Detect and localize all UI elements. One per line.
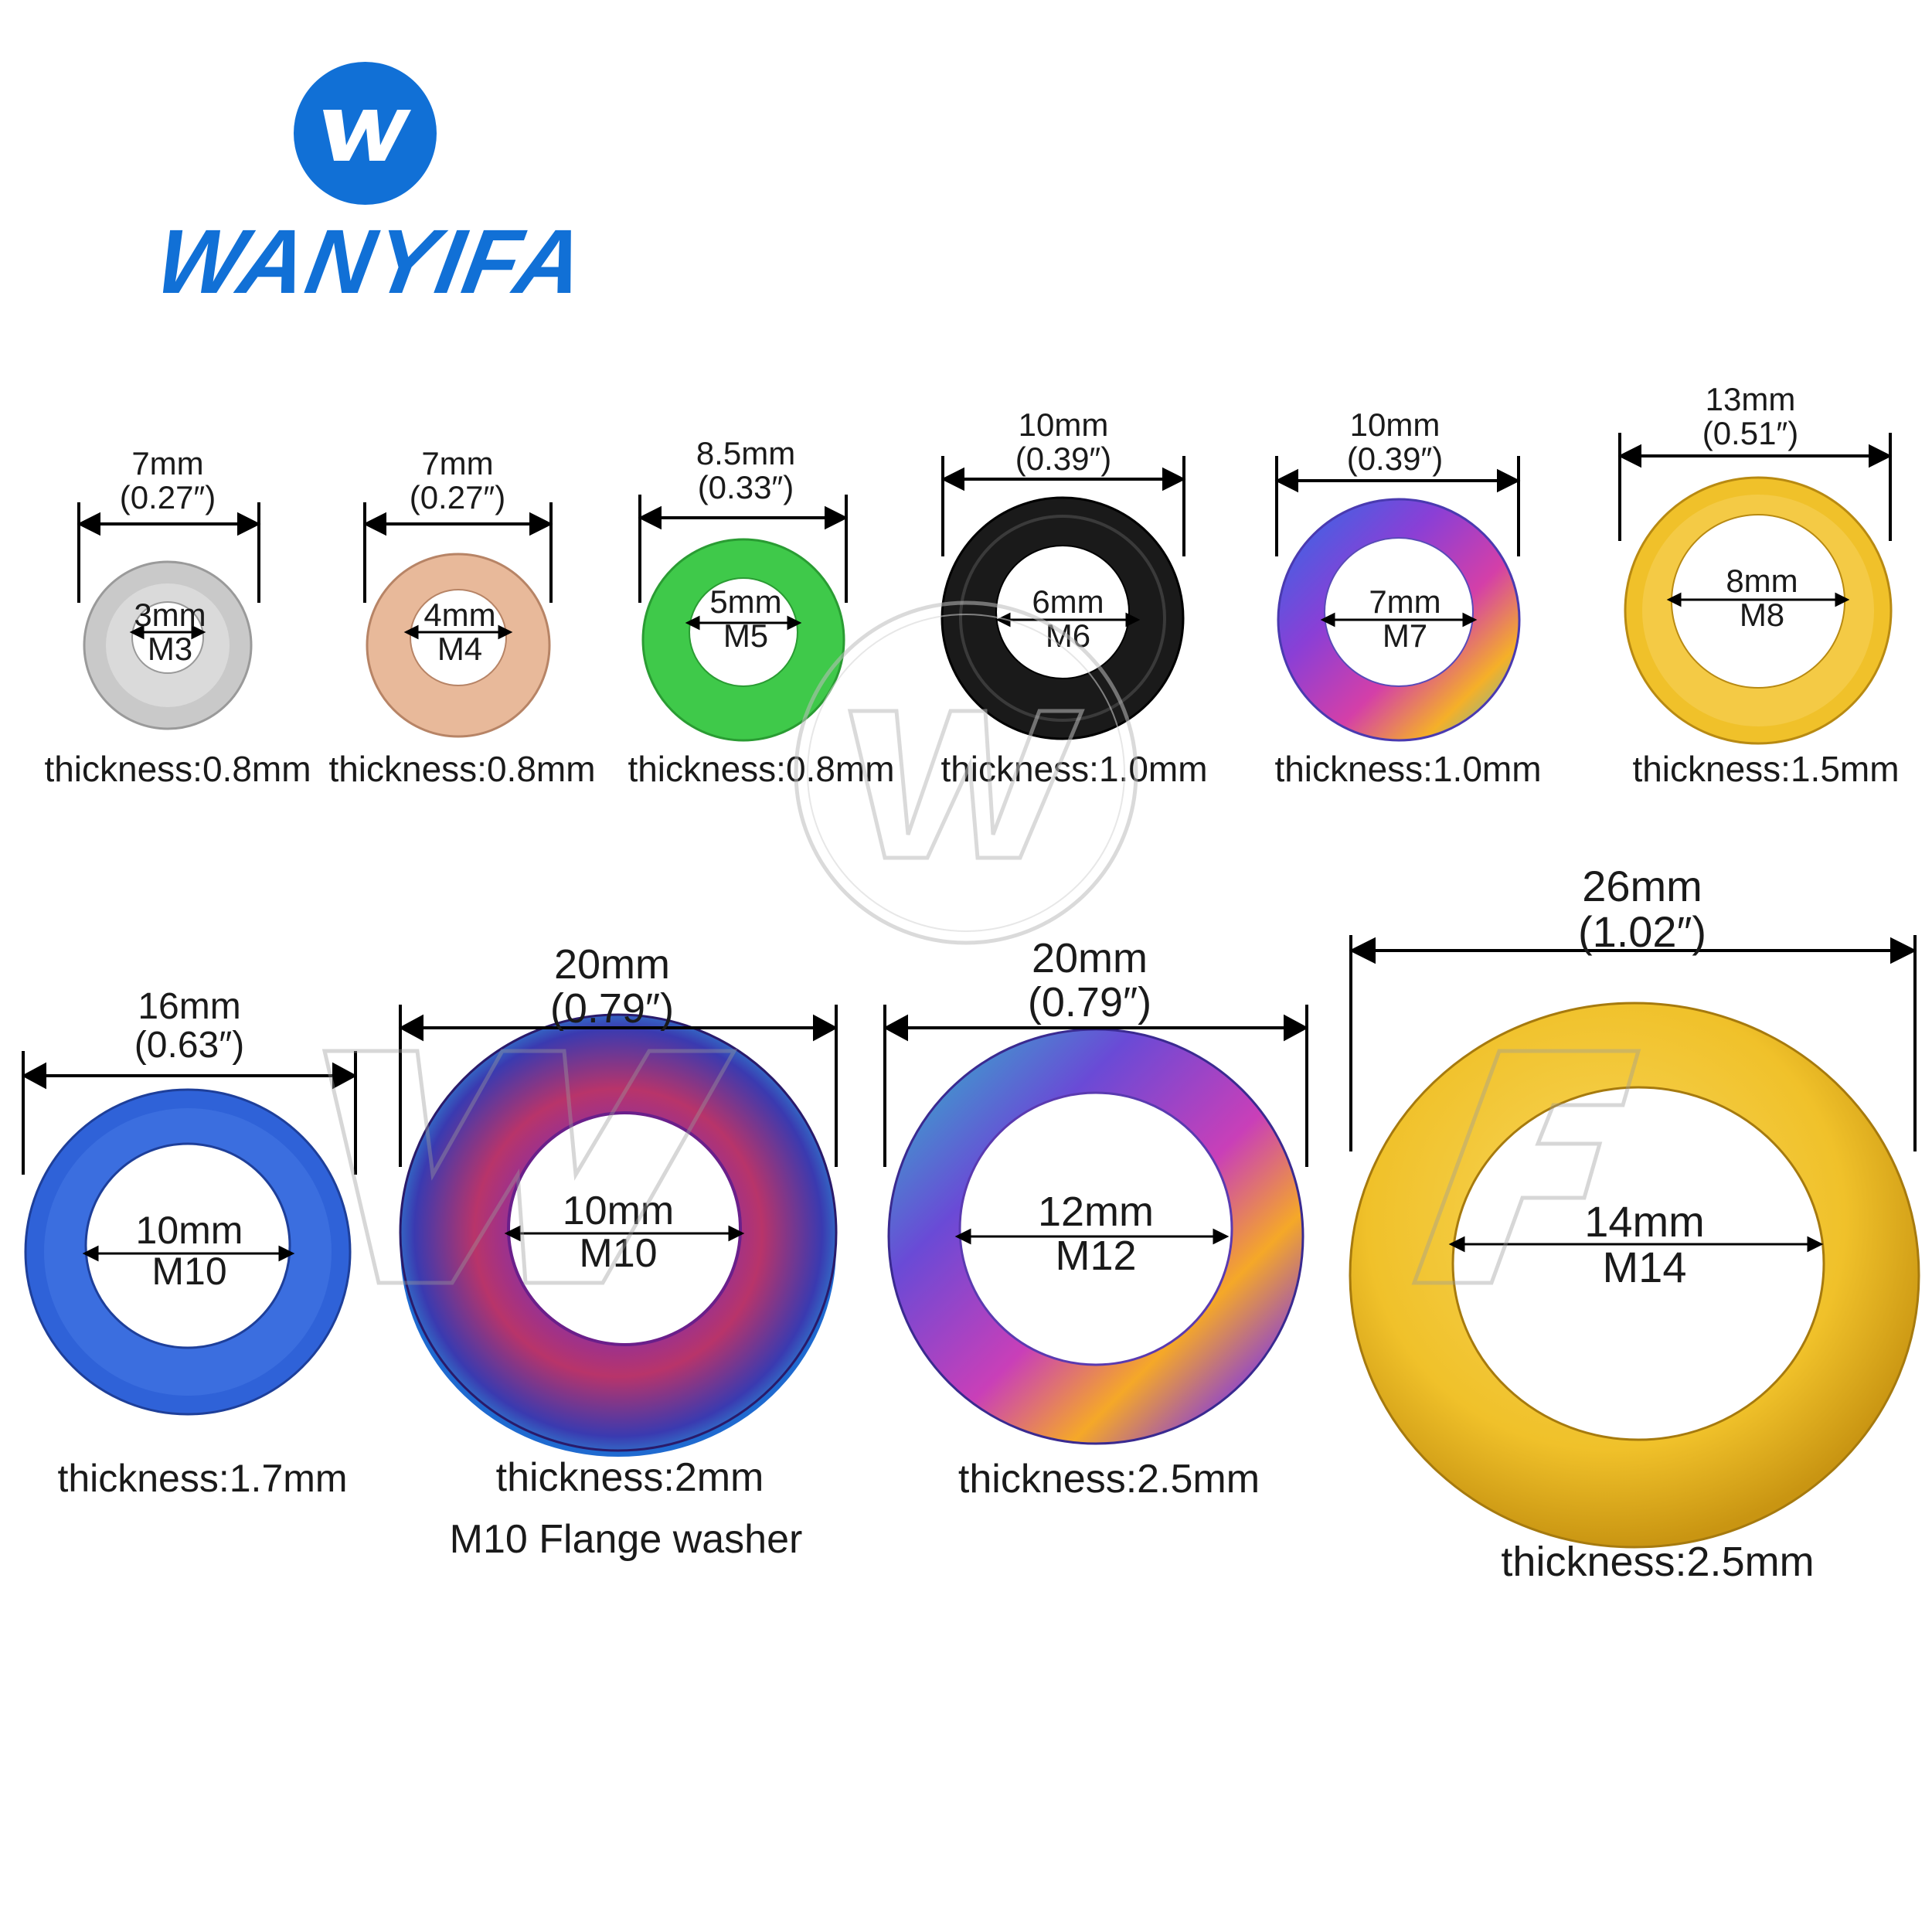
- washer-m3-outer-label: 7mm (0.27″): [119, 445, 216, 516]
- washer-m10-flange-outer-dim: [398, 1005, 838, 1167]
- washer-m4: [362, 440, 556, 738]
- washer-m8-ring: [1624, 476, 1893, 745]
- washer-m12-inner-label: 12mm M12: [1037, 1189, 1155, 1279]
- washer-m7-thickness: thickness:1.0mm: [1274, 749, 1542, 789]
- washer-m8-inner-label: 8mm M8: [1726, 563, 1798, 634]
- washer-m10-ring: [24, 1088, 352, 1416]
- washer-m4-ring: [366, 553, 551, 738]
- washer-m10-flange-note: M10 Flange washer: [449, 1517, 803, 1562]
- washer-m14-outer-dim: [1349, 935, 1917, 1151]
- washer-m10-flange-inner-dim: [504, 1225, 745, 1242]
- washer-m10-flange-thickness: thickness:2mm: [495, 1455, 764, 1500]
- washer-m12-thickness: thickness:2.5mm: [957, 1457, 1260, 1502]
- washer-m3-inner-label: 3mm M3: [134, 597, 206, 668]
- washer-m14-inner-dim: [1448, 1236, 1824, 1253]
- washer-m4-thickness: thickness:0.8mm: [328, 749, 596, 789]
- washer-m6-outer-dim: [940, 456, 1186, 556]
- washer-m10-thickness: thickness:1.7mm: [57, 1457, 348, 1500]
- washer-m3-thickness: thickness:0.8mm: [44, 749, 311, 789]
- washer-m6-thickness: thickness:1.0mm: [940, 749, 1208, 789]
- washer-m10-inner-dim: [82, 1245, 295, 1262]
- washer-m6-inner-label: 6mm M6: [1032, 583, 1104, 655]
- logo-badge: [294, 62, 437, 205]
- washer-m14-inner-label: 14mm M14: [1584, 1197, 1705, 1291]
- washer-m10-flange-ring: [399, 1013, 838, 1457]
- brand-logo: WANYIFA: [100, 62, 641, 313]
- washer-m12-inner-dim: [954, 1228, 1230, 1245]
- washer-m10-flange: [394, 974, 842, 1468]
- washer-m4-inner-dim: [403, 624, 513, 640]
- washer-m3: [77, 440, 263, 730]
- washer-m10-flange-outer-label: 20mm (0.79″): [549, 941, 675, 1032]
- washer-m5-inner-label: 5mm M5: [709, 583, 782, 655]
- washer-m8-inner-dim: [1666, 592, 1850, 607]
- washer-m5-thickness: thickness:0.8mm: [628, 749, 895, 789]
- washer-m10-outer-label: 16mm (0.63″): [134, 986, 245, 1066]
- washer-m5-outer-dim: [638, 495, 849, 603]
- logo-w-mark: [323, 110, 411, 161]
- washer-m7-inner-label: 7mm M7: [1369, 583, 1441, 655]
- washer-m4-outer-dim: [362, 502, 553, 603]
- washer-m12-outer-label: 20mm (0.79″): [1027, 935, 1152, 1026]
- washer-m8-outer-label: 13mm (0.51″): [1702, 381, 1799, 452]
- washer-m7-outer-dim: [1274, 456, 1521, 556]
- washer-m3-inner-dim: [129, 624, 206, 640]
- washer-m6-outer-label: 10mm (0.39″): [1015, 406, 1112, 478]
- washer-m5-inner-dim: [685, 615, 802, 631]
- washer-m5-outer-label: 8.5mm (0.33″): [696, 435, 796, 506]
- washer-m5-ring: [641, 538, 845, 742]
- washer-m8-thickness: thickness:1.5mm: [1632, 749, 1900, 789]
- washer-m14-thickness: thickness:2.5mm: [1501, 1539, 1815, 1585]
- washer-m5: [634, 433, 850, 742]
- washer-m3-outer-dim: [77, 502, 261, 603]
- washer-m12-outer-dim: [883, 1005, 1309, 1167]
- washer-m8: [1615, 402, 1901, 757]
- washer-m10-inner-label: 10mm M10: [135, 1209, 243, 1293]
- washer-m8-outer-dim: [1617, 433, 1893, 541]
- washer-m12: [877, 974, 1318, 1468]
- washer-m4-inner-label: 4mm M4: [423, 597, 496, 668]
- washer-m7: [1267, 410, 1522, 757]
- washer-m14: [1345, 920, 1924, 1549]
- washer-m7-inner-dim: [1320, 612, 1478, 628]
- brand-name: WANYIFA: [148, 211, 594, 313]
- washer-m14-ring: [1349, 1002, 1920, 1549]
- washer-m10-outer-dim: [21, 1051, 358, 1175]
- washer-m14-outer-label: 26mm (1.02″): [1577, 862, 1707, 956]
- washer-m7-outer-label: 10mm (0.39″): [1346, 406, 1444, 478]
- washer-m10-flange-inner-label: 10mm M10: [562, 1189, 675, 1276]
- washer-m10: [15, 1020, 363, 1422]
- washer-m4-outer-label: 7mm (0.27″): [409, 445, 506, 516]
- washer-m3-ring: [83, 560, 253, 730]
